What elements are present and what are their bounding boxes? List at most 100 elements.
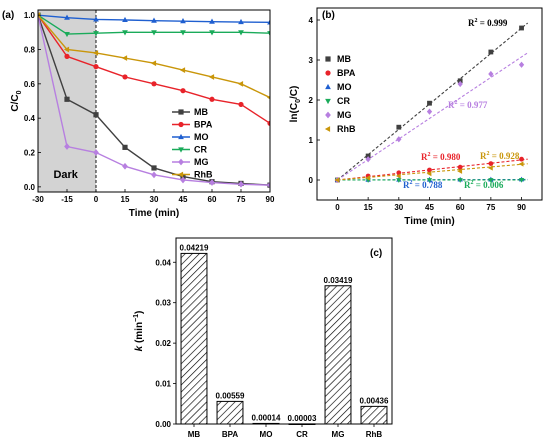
r2-label-bpa: R2 = 0.980 — [421, 152, 461, 162]
r2-label-mb: R2 = 0.999 — [468, 18, 508, 28]
x-tick-label: 60 — [208, 195, 217, 204]
plot-frame — [175, 237, 393, 425]
y-tick-label: 0 — [309, 176, 314, 185]
point-bpa — [122, 74, 128, 80]
point-mg — [93, 149, 99, 156]
y-axis-label: ln(C0/C) — [289, 86, 302, 123]
legend-label-mb: MB — [337, 54, 351, 64]
x-tick-label: 90 — [266, 195, 275, 204]
x-axis-label: Time (min) — [129, 208, 179, 219]
r2-label-mb-val: = 0.999 — [478, 18, 508, 28]
r2-label-mo-r: R — [403, 180, 410, 190]
legend-marker-rhb — [177, 171, 184, 178]
y-axis-label: C/C0 — [10, 90, 23, 111]
x-tick-label: 75 — [486, 203, 495, 212]
r2-label-mo-val: = 0.788 — [413, 180, 443, 190]
legend-marker-cr — [178, 147, 184, 153]
point-rhb — [518, 161, 524, 167]
x-tick-label: 30 — [394, 203, 403, 212]
legend-label-cr: CR — [337, 96, 350, 106]
point-mg — [238, 180, 244, 188]
point-mg — [64, 143, 70, 150]
y-tick-label: 0.01 — [155, 380, 171, 389]
r2-label-cr: R2 = 0.006 — [464, 180, 504, 190]
r2-label-cr-val: = 0.006 — [474, 180, 504, 190]
y-axis-label-main: C/C — [10, 94, 21, 111]
r2-label-mb-sup: 2 — [475, 18, 478, 24]
x-tick-label: -15 — [61, 195, 73, 204]
point-rhb — [426, 170, 432, 177]
point-rhb — [266, 95, 270, 100]
bar-value-label-cr: 0.00003 — [288, 414, 317, 423]
point-mb — [488, 49, 494, 55]
point-rhb — [487, 165, 493, 171]
legend-label-bpa: BPA — [194, 120, 213, 130]
legend-label-mg: MG — [337, 110, 352, 120]
bar-value-label-mb: 0.04219 — [180, 243, 209, 252]
point-rhb — [334, 177, 340, 183]
x-tick-label: 45 — [425, 203, 434, 212]
point-mo — [93, 16, 99, 22]
point-bpa — [488, 161, 494, 167]
point-mg — [180, 176, 186, 184]
legend-marker-mb — [178, 109, 184, 115]
fit-line-mg — [337, 52, 528, 181]
fit-line-rhb — [337, 163, 528, 181]
point-rhb — [365, 175, 371, 181]
r2-label-mo-sup: 2 — [410, 180, 413, 186]
point-rhb — [457, 168, 463, 174]
point-mg — [151, 171, 157, 179]
bar-value-label-mg: 0.03419 — [324, 276, 353, 285]
y-tick-label: 4 — [309, 16, 314, 25]
point-mb — [122, 144, 128, 150]
point-mo — [151, 17, 157, 23]
legend-marker-bpa — [325, 70, 331, 76]
legend-label-cr: CR — [194, 145, 207, 155]
point-mb — [519, 25, 524, 31]
legend: MB BPA MO CR MG RhB — [324, 54, 356, 134]
legend-label-rhb: RhB — [194, 170, 213, 180]
x-tick-label: BPA — [222, 430, 239, 439]
point-bpa — [427, 167, 432, 173]
point-bpa — [238, 101, 244, 108]
point-cr — [238, 30, 244, 36]
point-rhb — [63, 46, 70, 53]
point-mg — [267, 181, 270, 189]
point-rhb — [179, 67, 186, 73]
r2-label-rhb-sup: 2 — [487, 151, 490, 157]
point-cr — [180, 30, 186, 36]
y-tick-label: 0.6 — [24, 80, 36, 89]
bar-mg — [324, 285, 352, 425]
x-tick-label: 45 — [179, 195, 188, 204]
point-mg — [518, 61, 525, 68]
panel-label-a: (a) — [2, 10, 14, 21]
point-mb — [365, 153, 371, 159]
point-mo — [64, 14, 70, 20]
y-axis-label-unit: ) — [134, 311, 145, 314]
point-bpa — [64, 53, 70, 59]
r2-label-rhb: R2 = 0.928 — [480, 151, 520, 161]
point-mg — [488, 70, 494, 78]
point-mo — [267, 19, 270, 25]
legend-marker-mb — [325, 56, 331, 62]
point-mb — [93, 112, 99, 118]
y-tick-label: 3 — [309, 56, 314, 65]
r2-label-mo: R2 = 0.788 — [403, 180, 443, 190]
point-mg — [122, 162, 128, 170]
y-axis-label-unit: (min — [134, 322, 145, 346]
y-axis-label-sub: 0 — [295, 99, 302, 103]
point-cr — [396, 178, 402, 183]
x-tick-label: MB — [188, 430, 201, 439]
r2-label-bpa-sup: 2 — [428, 152, 431, 158]
panel-label-c: (c) — [370, 248, 382, 259]
bar-bpa — [216, 400, 244, 425]
point-bpa — [93, 64, 99, 70]
r2-label-mg-sup: 2 — [455, 100, 458, 106]
y-tick-label: 1 — [309, 136, 314, 145]
bar-value-label-mo: 0.00014 — [252, 413, 281, 422]
point-mb — [396, 124, 402, 130]
point-mg — [457, 80, 463, 88]
y-tick-label: 0.03 — [155, 299, 171, 308]
